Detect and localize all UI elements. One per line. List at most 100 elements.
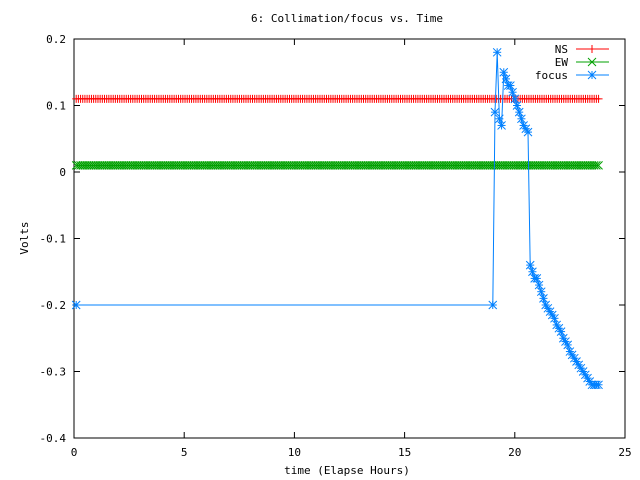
data-point	[500, 160, 510, 170]
data-point	[481, 160, 490, 170]
data-point	[328, 160, 338, 170]
data-point	[594, 160, 603, 170]
data-point	[102, 160, 112, 170]
data-point	[137, 160, 146, 170]
data-point	[478, 160, 488, 170]
data-point	[539, 160, 549, 170]
data-point	[106, 160, 116, 170]
data-point	[518, 160, 527, 170]
data-point	[252, 160, 262, 170]
data-point	[169, 160, 179, 170]
data-point	[465, 160, 475, 170]
data-point	[248, 160, 257, 170]
data-point	[490, 107, 500, 117]
data-point	[476, 160, 486, 170]
data-point	[517, 114, 526, 124]
data-point	[117, 160, 127, 170]
legend-label: NS	[555, 43, 568, 56]
data-point	[330, 160, 340, 170]
data-point	[550, 313, 559, 323]
data-point	[71, 160, 81, 170]
data-point	[289, 160, 299, 170]
data-point	[507, 160, 516, 170]
data-point	[496, 160, 505, 170]
data-point	[563, 160, 573, 170]
data-point	[208, 160, 218, 170]
axes: 0 5 10 15 20 25 -0.4 -0.3 -0.2 -0.1 0 0.1 0.2	[40, 33, 632, 459]
data-point	[555, 160, 564, 170]
data-point	[300, 160, 310, 170]
data-point	[89, 160, 98, 170]
data-point	[176, 160, 186, 170]
data-point	[311, 160, 320, 170]
data-point	[363, 160, 373, 170]
data-point	[189, 160, 199, 170]
data-point	[528, 160, 538, 170]
data-point	[407, 160, 416, 170]
data-point	[274, 160, 283, 170]
data-point	[444, 160, 453, 170]
data-point	[128, 160, 138, 170]
data-point	[108, 160, 118, 170]
data-point	[335, 160, 344, 170]
data-point	[291, 160, 301, 170]
data-point	[539, 293, 548, 303]
data-point	[452, 160, 462, 170]
data-point	[512, 101, 522, 110]
legend-label: EW	[555, 56, 569, 69]
data-point	[404, 160, 414, 170]
data-point	[541, 160, 551, 170]
y-tick-label: -0.1	[40, 233, 67, 246]
data-point	[195, 160, 205, 170]
data-point	[296, 160, 305, 170]
series-ns	[72, 94, 603, 103]
data-point	[433, 160, 442, 170]
data-point	[134, 160, 144, 170]
data-point	[95, 160, 105, 170]
data-point	[411, 160, 421, 170]
data-point	[317, 160, 327, 170]
data-point	[180, 160, 190, 170]
data-point	[380, 160, 390, 170]
data-point	[413, 160, 423, 170]
data-point	[306, 160, 316, 170]
x-tick-label: 0	[71, 446, 78, 459]
data-point	[161, 160, 170, 170]
data-point	[374, 160, 384, 170]
legend-marker	[587, 70, 597, 80]
data-point	[504, 160, 514, 170]
data-point	[219, 160, 229, 170]
data-point	[402, 160, 412, 170]
chart-title: 6: Collimation/focus vs. Time	[251, 12, 443, 25]
data-point	[454, 160, 464, 170]
data-point	[354, 160, 364, 170]
data-point	[200, 160, 209, 170]
data-point	[141, 160, 151, 170]
data-point	[546, 160, 556, 170]
data-point	[463, 160, 473, 170]
data-point	[304, 160, 314, 170]
data-point	[367, 160, 377, 170]
data-point	[550, 160, 560, 170]
data-point	[585, 160, 595, 170]
data-point	[578, 160, 588, 170]
data-point	[224, 160, 233, 170]
data-point	[100, 160, 109, 170]
data-point	[287, 160, 297, 170]
data-point	[428, 160, 438, 170]
data-point	[263, 160, 273, 170]
data-point	[563, 340, 573, 350]
data-point	[119, 160, 129, 170]
data-point	[250, 160, 260, 170]
data-point	[499, 67, 509, 77]
data-point	[145, 160, 155, 170]
data-point	[222, 160, 231, 170]
data-point	[494, 160, 503, 170]
y-tick-label: -0.4	[40, 432, 67, 445]
data-point	[230, 160, 240, 170]
data-point	[158, 160, 168, 170]
data-point	[302, 160, 312, 170]
data-point	[495, 114, 504, 124]
data-point	[245, 160, 255, 170]
